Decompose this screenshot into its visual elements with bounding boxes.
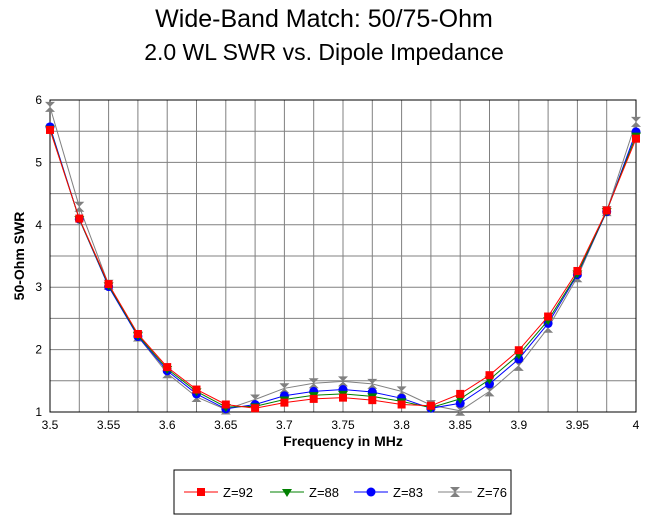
x-tick-label: 3.95 (566, 418, 590, 432)
data-point (104, 280, 113, 289)
data-point (339, 393, 347, 402)
data-point (251, 404, 260, 413)
series-layer (45, 101, 641, 416)
legend-item: Z=92 (184, 485, 253, 500)
legend-item: Z=83 (354, 485, 423, 500)
y-tick-label: 2 (35, 343, 42, 357)
x-tick-label: 3.85 (449, 418, 473, 432)
data-point (544, 312, 553, 321)
data-point (163, 363, 172, 372)
y-tick-label: 5 (35, 155, 42, 169)
data-point (279, 383, 290, 394)
x-tick-label: 3.8 (393, 418, 410, 432)
data-point (397, 400, 406, 409)
legend-label: Z=88 (309, 485, 339, 500)
data-point (632, 134, 640, 143)
x-tick-label: 3.6 (159, 418, 176, 432)
data-point (133, 330, 142, 338)
data-point (573, 266, 582, 275)
data-point (631, 116, 641, 127)
data-point (309, 394, 318, 403)
data-point (308, 378, 319, 389)
data-point (46, 125, 54, 134)
legend-label: Z=83 (393, 485, 423, 500)
x-axis-label: Frequency in MHz (283, 433, 403, 449)
legend-label: Z=76 (477, 485, 507, 500)
x-tick-label: 3.65 (214, 418, 238, 432)
legend-marker (366, 487, 376, 497)
y-tick-label: 3 (35, 280, 42, 294)
data-point (74, 201, 85, 212)
data-point (485, 371, 494, 380)
y-tick-label: 6 (35, 93, 42, 107)
data-point (192, 385, 201, 394)
chart-title: Wide-Band Match: 50/75-Ohm (155, 5, 493, 33)
data-point (280, 398, 289, 407)
x-tick-label: 3.55 (97, 418, 121, 432)
data-point (484, 386, 495, 397)
chart-subtitle: 2.0 WL SWR vs. Dipole Impedance (144, 39, 504, 65)
legend-marker (282, 489, 292, 497)
data-point (513, 360, 524, 371)
x-tick-label: 4 (633, 418, 640, 432)
series-Z=92 (46, 125, 640, 413)
plot-frame (49, 99, 637, 413)
data-point (45, 101, 55, 112)
y-tick-labels: 1 2 3 4 5 6 (35, 93, 42, 419)
data-point (602, 206, 611, 215)
x-tick-labels: 3.5 3.55 3.6 3.65 3.7 3.75 3.8 3.85 3.9 3.95 4 (42, 418, 640, 432)
data-point (367, 378, 378, 389)
legend-item: Z=76 (438, 485, 507, 500)
y-axis-label: 50-Ohm SWR (11, 212, 27, 301)
legend-marker (197, 488, 205, 496)
legend-marker (450, 487, 460, 497)
y-tick-label: 4 (35, 218, 42, 232)
data-point (514, 346, 523, 355)
data-point (221, 400, 230, 409)
data-point (368, 396, 377, 405)
legend-label: Z=92 (223, 485, 253, 500)
data-point (396, 386, 407, 397)
y-tick-label: 1 (35, 405, 42, 419)
grid-lines (50, 100, 636, 412)
data-point (426, 401, 435, 410)
legend-item: Z=88 (270, 485, 339, 500)
x-tick-label: 3.5 (42, 418, 59, 432)
data-point (338, 376, 348, 387)
data-point (455, 405, 466, 416)
legend: Z=92 Z=88 Z=83 Z=76 (184, 485, 507, 500)
data-point (75, 214, 84, 223)
x-tick-label: 3.7 (276, 418, 293, 432)
x-tick-label: 3.9 (510, 418, 527, 432)
data-point (456, 389, 465, 398)
x-tick-label: 3.75 (331, 418, 355, 432)
